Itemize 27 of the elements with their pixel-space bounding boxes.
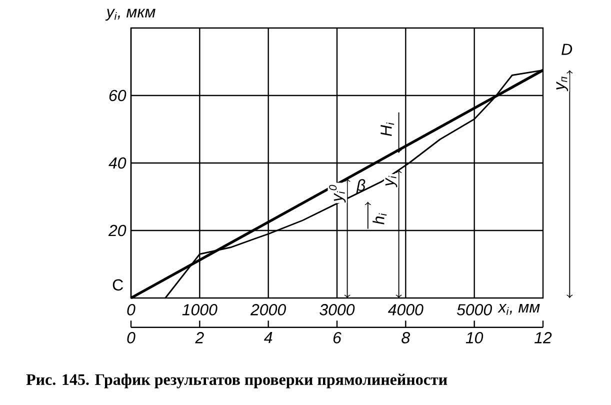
y-tick-label: 60	[109, 90, 126, 102]
x-tick-label: 0	[127, 304, 136, 316]
annotation: C	[112, 279, 124, 291]
x2-tick-label: 8	[402, 332, 410, 344]
x-tick-label: 5000	[456, 304, 492, 316]
x2-tick-label: 12	[534, 332, 552, 344]
x2-tick-label: 4	[264, 332, 272, 344]
x-tick-label: 1000	[182, 304, 218, 316]
annotation: β	[356, 179, 366, 194]
annotation: y$_{i}$	[385, 176, 398, 188]
x-tick-label: 2000	[250, 304, 286, 316]
annotation: y$_{i}$0	[329, 184, 346, 203]
x-tick-label: 3000	[320, 304, 355, 316]
y-axis-title: y$_{i}$, мкм	[105, 8, 156, 21]
annotation: H$_{i}$	[380, 122, 394, 136]
x-axis-title: x$_{i}$, мм	[498, 304, 540, 315]
y-tick-label: 40	[108, 157, 126, 169]
x2-tick-label: 2	[195, 332, 204, 344]
annotation: h$_{i}$	[372, 213, 387, 224]
text: Рис. 145. График результатов проверки прямолинейности	[26, 374, 448, 388]
annotation: y$_{п}$	[556, 76, 568, 92]
annotation: D	[562, 44, 572, 55]
x2-tick-label: 0	[127, 332, 136, 344]
x2-tick-label: 6	[333, 332, 342, 344]
x2-tick-label: 10	[466, 332, 484, 344]
x-tick-label: 4000	[388, 304, 424, 316]
y-tick-label: 20	[108, 224, 126, 236]
